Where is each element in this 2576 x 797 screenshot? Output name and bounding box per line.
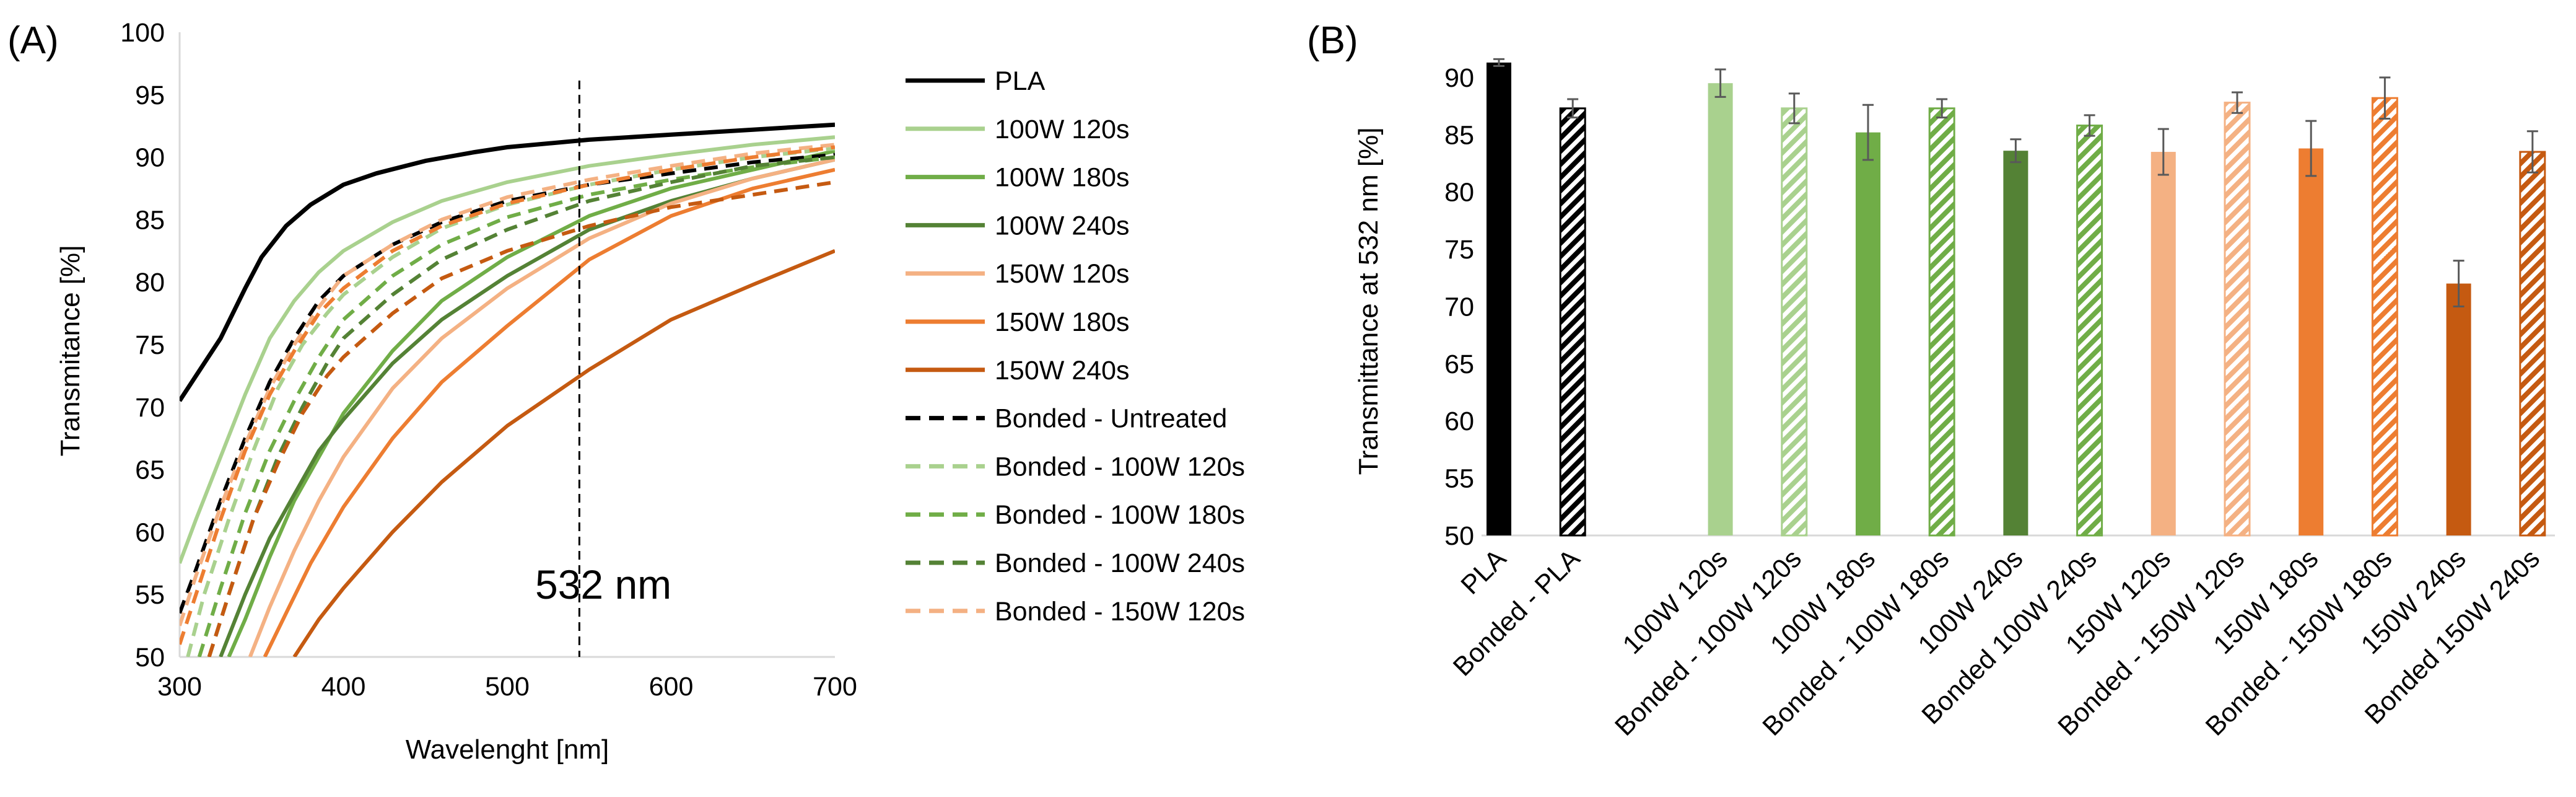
panel-b-y-tick-label: 85 bbox=[1444, 120, 1474, 150]
series-line-pla bbox=[180, 122, 835, 402]
x-tick-label-pla: PLA bbox=[1456, 544, 1513, 601]
series-line-100w-120s bbox=[180, 135, 835, 564]
panel-a-y-tick-label: 85 bbox=[135, 205, 165, 235]
panel-b-y-tick-label: 55 bbox=[1444, 464, 1474, 494]
bar-bonded-100w-240s bbox=[2076, 125, 2103, 537]
panel-a-y-tick-label: 90 bbox=[135, 143, 165, 173]
panel-a-y-tick-label: 75 bbox=[135, 330, 165, 360]
panel-a-y-tick-label: 65 bbox=[135, 456, 165, 485]
panel-a-y-tick-label: 70 bbox=[135, 393, 165, 423]
legend-label-bonded-100w-120s: Bonded - 100W 120s bbox=[995, 452, 1245, 482]
panel-b-y-tick-label: 90 bbox=[1444, 63, 1474, 93]
series-line-bonded-150w-240s bbox=[207, 180, 835, 657]
panel-a-y-tick-label: 95 bbox=[135, 81, 165, 110]
series-line-bonded-100w-180s bbox=[197, 155, 835, 657]
panel-b-y-tick-label: 70 bbox=[1444, 292, 1474, 322]
panel-a-plot-area: 50 55 60 65 70 75 80 85 90 95 100 300 400 500 600 700 bbox=[120, 18, 857, 702]
panel-a-y-tick-label: 100 bbox=[120, 18, 165, 48]
series-line-100w-240s bbox=[219, 157, 835, 657]
bar-bonded-150w-240s bbox=[2519, 151, 2546, 537]
x-tick-label-bonded-pla: Bonded - PLA bbox=[1447, 544, 1586, 682]
legend-label-100w-120s: 100W 120s bbox=[995, 115, 1130, 144]
legend-label-bonded-untreated: Bonded - Untreated bbox=[995, 404, 1227, 434]
panel-a-x-tick-label: 500 bbox=[485, 672, 530, 702]
panel-a-x-tick-label: 300 bbox=[157, 672, 202, 702]
bar-bonded-pla bbox=[1559, 107, 1586, 537]
legend-label-bonded-150w-120s: Bonded - 150W 120s bbox=[995, 597, 1245, 627]
panel-a-x-axis-label: Wavelenght [nm] bbox=[406, 734, 609, 765]
panel-b-y-axis-label: Transmittance at 532 nm [%] bbox=[1353, 128, 1384, 475]
series-line-150w-180s bbox=[263, 167, 835, 657]
panel-b-label: (B) bbox=[1307, 19, 1358, 62]
series-line-150w-120s bbox=[248, 157, 835, 657]
panel-a-y-tick-label: 80 bbox=[135, 268, 165, 297]
panel-a-y-axis-label: Transmitance [%] bbox=[55, 245, 85, 457]
annotation-532nm-label: 532 nm bbox=[535, 561, 671, 607]
panel-b-y-tick-label: 50 bbox=[1444, 521, 1474, 551]
legend-label-150w-240s: 150W 240s bbox=[995, 356, 1130, 385]
panel-a-x-tick-label: 700 bbox=[813, 672, 857, 702]
bar-150w-240s bbox=[2446, 283, 2471, 535]
legend-label-150w-180s: 150W 180s bbox=[995, 307, 1130, 337]
panel-a-x-tick-label: 600 bbox=[649, 672, 694, 702]
panel-b-y-tick-label: 65 bbox=[1444, 350, 1474, 379]
panel-b-y-tick-label: 60 bbox=[1444, 407, 1474, 436]
legend-label-100w-180s: 100W 180s bbox=[995, 163, 1130, 193]
legend-label-bonded-100w-180s: Bonded - 100W 180s bbox=[995, 500, 1245, 530]
bar-100w-120s bbox=[1708, 83, 1733, 535]
bar-pla bbox=[1487, 62, 1511, 535]
bar-bonded-100w-120s bbox=[1781, 107, 1808, 537]
bar-100w-180s bbox=[1856, 132, 1880, 536]
bar-100w-240s bbox=[2003, 151, 2028, 535]
legend-label-pla: PLA bbox=[995, 66, 1046, 96]
panel-a-x-tick-label: 400 bbox=[321, 672, 366, 702]
legend-label-100w-240s: 100W 240s bbox=[995, 211, 1130, 240]
series-line-150w-240s bbox=[292, 249, 835, 657]
series-line-bonded-untreated bbox=[180, 152, 835, 614]
series-line-100w-180s bbox=[227, 149, 835, 657]
panel-b-y-tick-label: 75 bbox=[1444, 235, 1474, 265]
legend-label-150w-120s: 150W 120s bbox=[995, 259, 1130, 289]
bar-bonded-150w-180s bbox=[2371, 97, 2398, 537]
bar-150w-120s bbox=[2150, 152, 2176, 536]
panel-a-y-tick-label: 60 bbox=[135, 517, 165, 547]
legend-label-bonded-100w-240s: Bonded - 100W 240s bbox=[995, 548, 1245, 578]
bar-bonded-100w-180s bbox=[1928, 107, 1955, 537]
panel-a-y-tick-label: 50 bbox=[135, 643, 165, 672]
panel-b-y-tick-label: 80 bbox=[1444, 178, 1474, 208]
panel-a: (A) 50 55 60 65 70 75 80 85 90 95 100 300 400 500 600 7… bbox=[7, 18, 1245, 765]
bar-bonded-150w-120s bbox=[2224, 102, 2251, 537]
bar-150w-180s bbox=[2299, 148, 2324, 535]
panel-a-series-group bbox=[180, 122, 835, 657]
series-line-bonded-150w-180s bbox=[180, 145, 835, 645]
panel-a-legend: PLA 100W 120s 100W 180s 100W 240s 150W 120s 1… bbox=[906, 66, 1245, 627]
panel-a-y-tick-label: 55 bbox=[135, 580, 165, 610]
panel-a-label: (A) bbox=[7, 19, 59, 62]
